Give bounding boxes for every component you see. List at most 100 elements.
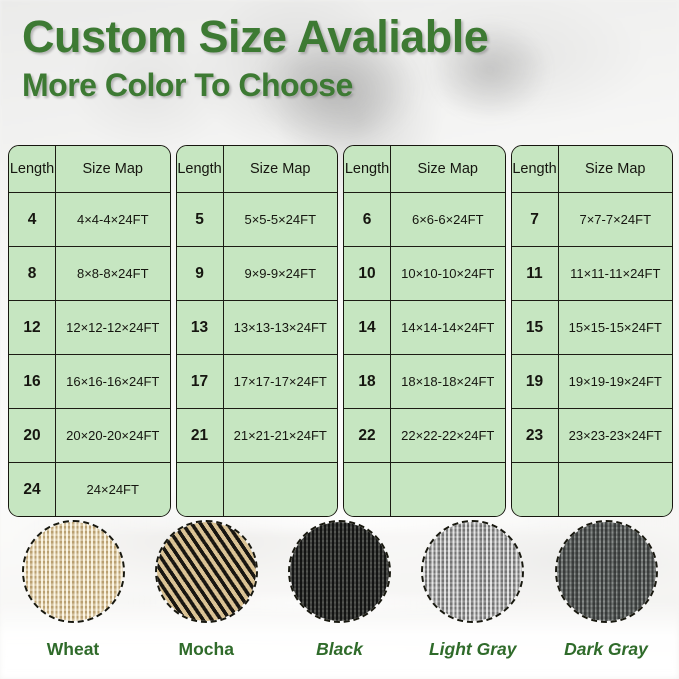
light-gray-fabric-swatch[interactable] <box>421 520 525 623</box>
cell-size-map: 21×21-21×24FT <box>222 408 337 463</box>
table-row: 11 11×11-11×24FT <box>511 246 672 301</box>
cell-length: 18 <box>344 354 391 409</box>
swatch-label-dark-gray: Dark Gray <box>564 639 648 659</box>
table-row: 24 24×24FT <box>9 462 170 516</box>
cell-length: 16 <box>9 354 56 409</box>
cell-size-map: 8×8-8×24FT <box>55 246 170 301</box>
poster-headings: Custom Size Avaliable More Color To Choo… <box>22 14 662 102</box>
cell-size-map: 13×13-13×24FT <box>222 300 337 355</box>
black-texture <box>290 522 389 621</box>
cell-length: 4 <box>9 192 56 247</box>
cell-size-map: 11×11-11×24FT <box>557 246 672 301</box>
swatch-item-dark-gray[interactable]: Dark Gray <box>547 520 665 660</box>
cell-length <box>511 462 559 516</box>
table-row: 9 9×9-9×24FT <box>176 246 337 301</box>
table-row: 19 19×19-19×24FT <box>511 354 672 409</box>
table-row: 12 12×12-12×24FT <box>9 300 170 355</box>
background-blur-blob <box>430 20 550 120</box>
cell-size-map: 23×23-23×24FT <box>557 408 672 463</box>
swatch-item-mocha[interactable]: Mocha <box>147 520 265 660</box>
table-row: 5 5×5-5×24FT <box>176 192 337 247</box>
cell-size-map: 19×19-19×24FT <box>557 354 672 409</box>
swatch-label-wheat: Wheat <box>46 639 100 659</box>
cell-size-map: 24×24FT <box>55 462 170 516</box>
cell-size-map: 17×17-17×24FT <box>222 354 337 409</box>
table-row: 20 20×20-20×24FT <box>9 408 170 463</box>
table-row: 6 6×6-6×24FT <box>344 192 505 247</box>
wheat-texture <box>23 522 123 621</box>
cell-length: 24 <box>9 462 56 516</box>
column-header-size-map: Size Map <box>390 146 505 193</box>
swatch-item-black[interactable]: Black <box>281 520 399 660</box>
swatch-label-light-gray: Light Gray <box>428 639 517 659</box>
column-header-length: Length <box>9 146 56 193</box>
table-row: 23 23×23-23×24FT <box>511 408 672 463</box>
cell-size-map <box>557 462 672 516</box>
cell-length: 7 <box>511 192 559 247</box>
column-header-size-map: Size Map <box>55 146 170 193</box>
table-row: 18 18×18-18×24FT <box>344 354 505 409</box>
cell-size-map: 9×9-9×24FT <box>222 246 337 301</box>
table-row-empty <box>176 462 337 516</box>
table-header-row: Length Size Map <box>176 146 337 193</box>
cell-length: 13 <box>176 300 224 355</box>
table-row: 4 4×4-4×24FT <box>9 192 170 247</box>
table-row: 7 7×7-7×24FT <box>511 192 672 247</box>
table-row: 13 13×13-13×24FT <box>176 300 337 355</box>
cell-size-map: 16×16-16×24FT <box>55 354 170 409</box>
table-row: 8 8×8-8×24FT <box>9 246 170 301</box>
dark-gray-texture <box>556 522 656 621</box>
column-header-length: Length <box>176 146 224 193</box>
cell-size-map: 10×10-10×24FT <box>390 246 505 301</box>
swatch-item-wheat[interactable]: Wheat <box>14 520 132 660</box>
cell-length: 6 <box>344 192 391 247</box>
column-header-size-map: Size Map <box>222 146 337 193</box>
cell-length: 8 <box>9 246 56 301</box>
color-swatch-row: Wheat Mocha Black Light Gray Dark Gray <box>0 520 679 660</box>
swatch-item-light-gray[interactable]: Light Gray <box>414 520 532 660</box>
column-header-size-map: Size Map <box>557 146 672 193</box>
cell-size-map <box>390 462 505 516</box>
cell-size-map: 6×6-6×24FT <box>390 192 505 247</box>
page-title: Custom Size Avaliable <box>22 11 489 62</box>
cell-length <box>176 462 224 516</box>
black-fabric-swatch[interactable] <box>288 520 391 623</box>
size-table-1: Length Size Map 4 4×4-4×24FT 8 8×8-8×24F… <box>8 145 171 517</box>
dark-gray-fabric-swatch[interactable] <box>554 520 658 623</box>
cell-size-map: 12×12-12×24FT <box>55 300 170 355</box>
table-row: 17 17×17-17×24FT <box>176 354 337 409</box>
wheat-fabric-swatch[interactable] <box>21 520 125 623</box>
cell-size-map: 7×7-7×24FT <box>557 192 672 247</box>
size-table-4: Length Size Map 7 7×7-7×24FT 11 11×11-11… <box>510 145 673 517</box>
cell-size-map: 5×5-5×24FT <box>222 192 337 247</box>
light-gray-texture <box>423 522 523 621</box>
background-blur-blob <box>250 30 420 150</box>
cell-length: 11 <box>511 246 559 301</box>
swatch-label-black: Black <box>316 639 363 659</box>
cell-length: 21 <box>176 408 224 463</box>
table-row-empty <box>511 462 672 516</box>
cell-length: 19 <box>511 354 559 409</box>
cell-size-map: 15×15-15×24FT <box>557 300 672 355</box>
cell-length: 14 <box>344 300 391 355</box>
mocha-texture <box>156 522 256 621</box>
size-table-3: Length Size Map 6 6×6-6×24FT 10 10×10-10… <box>343 145 506 517</box>
page-subtitle: More Color To Choose <box>22 66 353 103</box>
cell-length: 22 <box>344 408 391 463</box>
cell-size-map: 20×20-20×24FT <box>55 408 170 463</box>
cell-length: 9 <box>176 246 224 301</box>
table-header-row: Length Size Map <box>9 146 170 193</box>
swatch-label-mocha: Mocha <box>178 639 234 659</box>
table-header-row: Length Size Map <box>511 146 672 193</box>
column-header-length: Length <box>344 146 391 193</box>
mocha-fabric-swatch[interactable] <box>154 520 258 623</box>
cell-length: 10 <box>344 246 391 301</box>
cell-length: 23 <box>511 408 559 463</box>
size-tables-row: Length Size Map 4 4×4-4×24FT 8 8×8-8×24F… <box>8 145 673 517</box>
cell-length: 17 <box>176 354 224 409</box>
cell-size-map: 4×4-4×24FT <box>55 192 170 247</box>
table-row: 14 14×14-14×24FT <box>344 300 505 355</box>
column-header-length: Length <box>511 146 559 193</box>
cell-size-map: 22×22-22×24FT <box>390 408 505 463</box>
